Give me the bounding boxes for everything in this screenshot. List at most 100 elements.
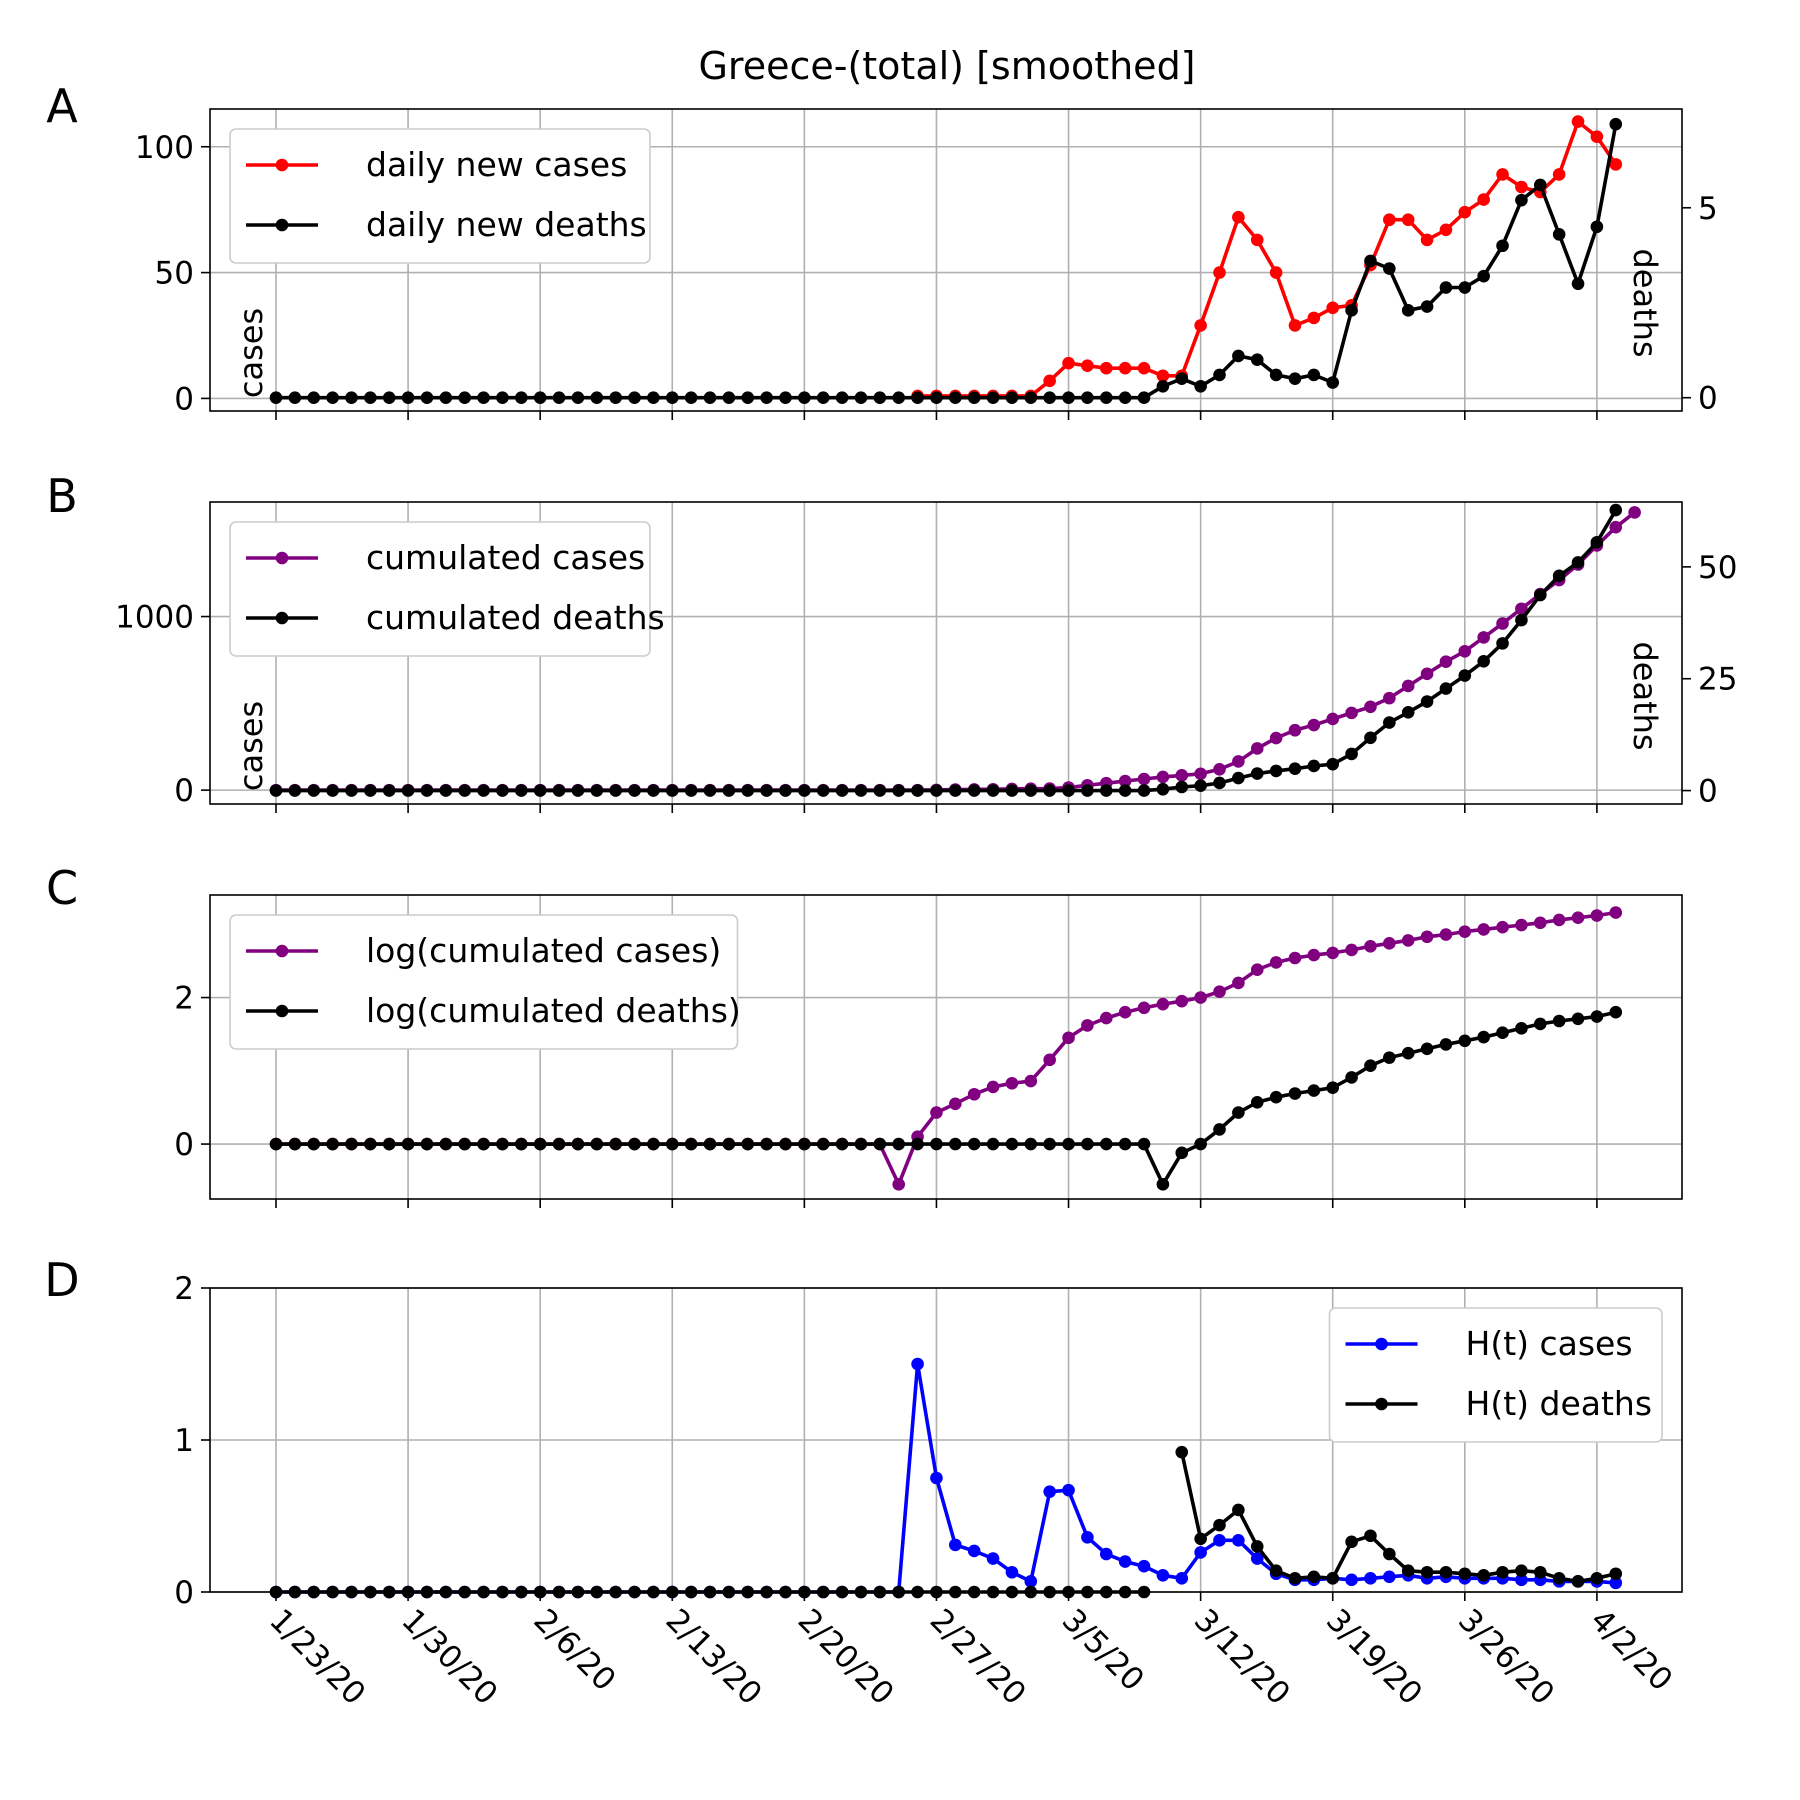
- data-point: [269, 391, 283, 405]
- data-point: [892, 1178, 906, 1191]
- data-point: [1156, 369, 1170, 383]
- data-point: [1043, 391, 1056, 405]
- data-point: [1420, 300, 1434, 313]
- data-point: [288, 784, 302, 797]
- y-tick-label: 2: [174, 1271, 194, 1307]
- data-point: [1250, 1096, 1264, 1109]
- data-point: [496, 1585, 509, 1599]
- data-point: [515, 1137, 528, 1151]
- y-tick-label: 1000: [115, 600, 194, 636]
- data-point: [1345, 1573, 1358, 1587]
- data-point: [1326, 946, 1340, 960]
- data-point: [779, 1585, 792, 1599]
- data-point: [1439, 223, 1453, 237]
- data-point: [609, 1137, 622, 1151]
- data-point: [911, 784, 924, 797]
- data-point: [533, 1585, 547, 1599]
- data-point: [967, 784, 981, 797]
- panel-letter: C: [46, 861, 78, 915]
- data-point: [1213, 985, 1226, 998]
- y-tick-label: 2: [174, 981, 194, 1017]
- y-tick-label: 0: [174, 1575, 194, 1611]
- data-point: [1364, 700, 1377, 714]
- data-point: [1571, 556, 1585, 569]
- data-point: [647, 1585, 660, 1599]
- data-point: [1175, 1146, 1189, 1160]
- data-point: [1232, 1534, 1245, 1547]
- data-point: [1458, 669, 1472, 682]
- panel-letter: D: [44, 1253, 79, 1307]
- data-point: [364, 1585, 377, 1599]
- data-point: [609, 1585, 622, 1599]
- data-point: [986, 784, 1000, 797]
- data-point: [1137, 1585, 1151, 1599]
- data-point: [1043, 1585, 1056, 1599]
- data-point: [1420, 1042, 1434, 1056]
- legend-label: H(t) deaths: [1466, 1384, 1653, 1423]
- data-point: [779, 784, 792, 797]
- data-point: [1326, 712, 1340, 726]
- data-point: [515, 1585, 528, 1599]
- series-daily-new-cases: [911, 115, 1623, 403]
- data-point: [1269, 368, 1283, 382]
- data-point: [1420, 233, 1434, 247]
- data-point: [571, 784, 585, 797]
- panel-C: 0 2 log(cumulated cases) log(cumulated deat…: [46, 861, 1683, 1208]
- data-point: [1439, 928, 1453, 941]
- data-point: [1024, 1137, 1038, 1151]
- data-point: [590, 391, 604, 405]
- y-axis-label-right: deaths: [1626, 248, 1664, 357]
- data-point: [628, 391, 641, 405]
- data-point: [816, 1585, 830, 1599]
- data-point: [1118, 1555, 1132, 1568]
- legend-label: log(cumulated cases): [366, 931, 721, 970]
- data-point: [1232, 210, 1245, 224]
- data-point: [1496, 239, 1509, 253]
- y-tick-label: 0: [174, 773, 194, 809]
- data-point: [1250, 1552, 1264, 1565]
- y-tick-label: 0: [174, 1127, 194, 1163]
- data-point: [1213, 1534, 1226, 1547]
- data-point: [1269, 731, 1283, 745]
- data-point: [1477, 923, 1490, 936]
- data-point: [1250, 767, 1264, 780]
- data-point: [1118, 784, 1132, 797]
- data-point: [722, 1585, 736, 1599]
- y-axis-label: cases: [232, 701, 270, 791]
- data-point: [1024, 784, 1038, 797]
- data-point: [967, 1087, 981, 1101]
- data-point: [1232, 1503, 1245, 1517]
- data-point: [1175, 1445, 1189, 1459]
- data-point: [1099, 1547, 1113, 1561]
- data-point: [1458, 281, 1472, 294]
- data-point: [1081, 1530, 1094, 1544]
- data-point: [1005, 1585, 1019, 1599]
- data-point: [552, 1137, 566, 1151]
- data-point: [345, 784, 358, 797]
- data-point: [1137, 1559, 1151, 1573]
- data-point: [1477, 1030, 1490, 1044]
- data-point: [1552, 569, 1566, 583]
- legend-marker: [275, 551, 289, 565]
- data-point: [684, 1585, 698, 1599]
- data-point: [1118, 1585, 1132, 1599]
- data-point: [1081, 359, 1094, 373]
- data-point: [1156, 1568, 1170, 1582]
- legend: daily new cases daily new deaths: [229, 128, 651, 264]
- data-point: [647, 784, 660, 797]
- legend-marker: [1375, 1397, 1388, 1411]
- data-point: [873, 1585, 887, 1599]
- y-tick-label: 0: [174, 381, 194, 417]
- data-point: [590, 1585, 604, 1599]
- data-point: [1099, 1137, 1113, 1151]
- data-point: [1005, 1137, 1019, 1151]
- data-point: [1439, 655, 1453, 668]
- legend-label: daily new deaths: [366, 205, 647, 244]
- data-point: [420, 1137, 434, 1151]
- data-point: [552, 784, 566, 797]
- data-point: [1175, 780, 1189, 794]
- y-axis-label-right: deaths: [1626, 641, 1664, 750]
- data-point: [1307, 1570, 1321, 1584]
- legend-label: cumulated cases: [366, 538, 645, 577]
